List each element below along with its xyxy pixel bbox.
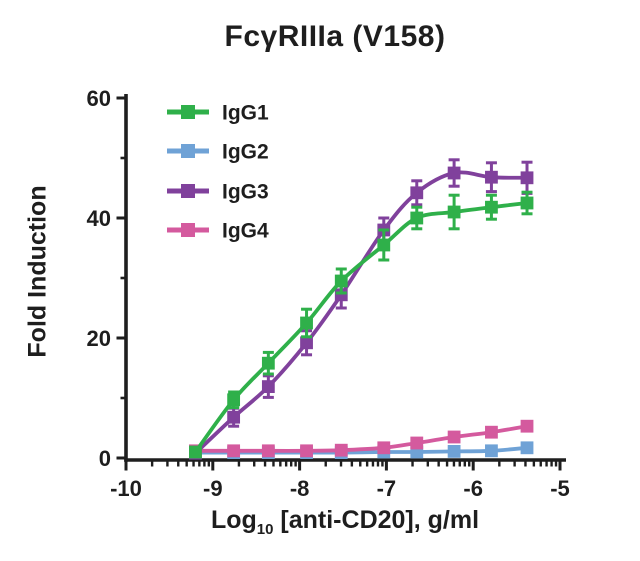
data-point-marker-IgG4 — [261, 444, 275, 458]
legend-label-IgG1: IgG1 — [222, 102, 269, 125]
chart-title: FcγRIIIa (V158) — [224, 20, 446, 53]
data-point-marker-IgG3 — [300, 336, 313, 350]
x-axis-label-subscript: 10 — [256, 521, 274, 538]
data-point-marker-IgG1 — [410, 211, 424, 225]
data-point-marker-IgG1 — [447, 205, 461, 219]
data-point-marker-IgG1 — [377, 238, 391, 252]
data-point-marker-IgG3 — [261, 380, 275, 393]
y-axis-tick-label: 40 — [87, 206, 111, 231]
y-axis-tick-label: 20 — [87, 326, 111, 351]
data-point-marker-IgG3 — [485, 170, 498, 184]
data-point-marker-IgG4 — [377, 441, 391, 455]
legend-label-IgG3: IgG3 — [222, 181, 269, 204]
data-point-marker-IgG2 — [520, 441, 534, 455]
legend-swatch-IgG3 — [181, 184, 195, 198]
series-curve-IgG1 — [193, 201, 528, 454]
data-point-marker-IgG1 — [300, 316, 313, 330]
x-axis-tick-label: -7 — [377, 476, 397, 501]
legend-item-IgG3: IgG3 — [167, 181, 269, 204]
data-point-marker-IgG1 — [334, 274, 348, 288]
data-point-marker-IgG4 — [410, 436, 424, 450]
x-axis-tick-label: -6 — [463, 476, 483, 501]
data-point-marker-IgG4 — [227, 444, 241, 458]
legend-label-IgG2: IgG2 — [222, 141, 269, 164]
x-axis-label-suffix: [anti-CD20], g/ml — [273, 506, 480, 534]
data-point-marker-IgG3 — [447, 166, 461, 180]
x-axis-label: Log10 [anti-CD20], g/ml — [60, 506, 630, 538]
data-point-marker-IgG4 — [520, 419, 534, 433]
legend-swatch-IgG1 — [181, 105, 195, 119]
data-point-marker-IgG1 — [520, 196, 534, 210]
y-axis-tick-label: 0 — [99, 446, 111, 471]
series-curve-IgG3 — [194, 170, 528, 455]
x-axis-label-prefix: Log — [210, 506, 257, 534]
data-point-marker-IgG2 — [447, 445, 461, 458]
data-point-marker-IgG4 — [485, 425, 498, 439]
data-point-marker-IgG3 — [227, 410, 241, 424]
y-axis-tick-label: 60 — [87, 86, 111, 111]
legend-item-IgG1: IgG1 — [167, 102, 269, 125]
x-axis-tick-label: -8 — [290, 476, 310, 501]
data-point-marker-IgG3 — [410, 186, 424, 200]
x-axis-tick-label: -10 — [110, 476, 142, 501]
legend-label-IgG4: IgG4 — [222, 220, 269, 243]
x-axis-tick-label: -5 — [550, 476, 570, 501]
data-point-marker-IgG1 — [189, 445, 202, 459]
series-IgG1 — [189, 190, 534, 459]
series-IgG3 — [189, 158, 534, 460]
legend-swatch-IgG2 — [181, 144, 195, 158]
data-point-marker-IgG2 — [485, 444, 498, 458]
data-point-marker-IgG3 — [520, 171, 534, 185]
data-point-marker-IgG1 — [485, 200, 498, 214]
data-point-marker-IgG1 — [261, 356, 275, 370]
legend-swatch-IgG4 — [181, 223, 195, 237]
legend-item-IgG4: IgG4 — [167, 220, 269, 243]
legend-item-IgG2: IgG2 — [167, 141, 269, 164]
series-curve-IgG4 — [195, 424, 528, 453]
x-axis-tick-label: -9 — [203, 476, 223, 501]
data-point-marker-IgG4 — [447, 430, 461, 444]
data-point-marker-IgG4 — [300, 444, 313, 458]
data-point-marker-IgG4 — [334, 443, 348, 457]
data-point-marker-IgG1 — [227, 393, 241, 407]
